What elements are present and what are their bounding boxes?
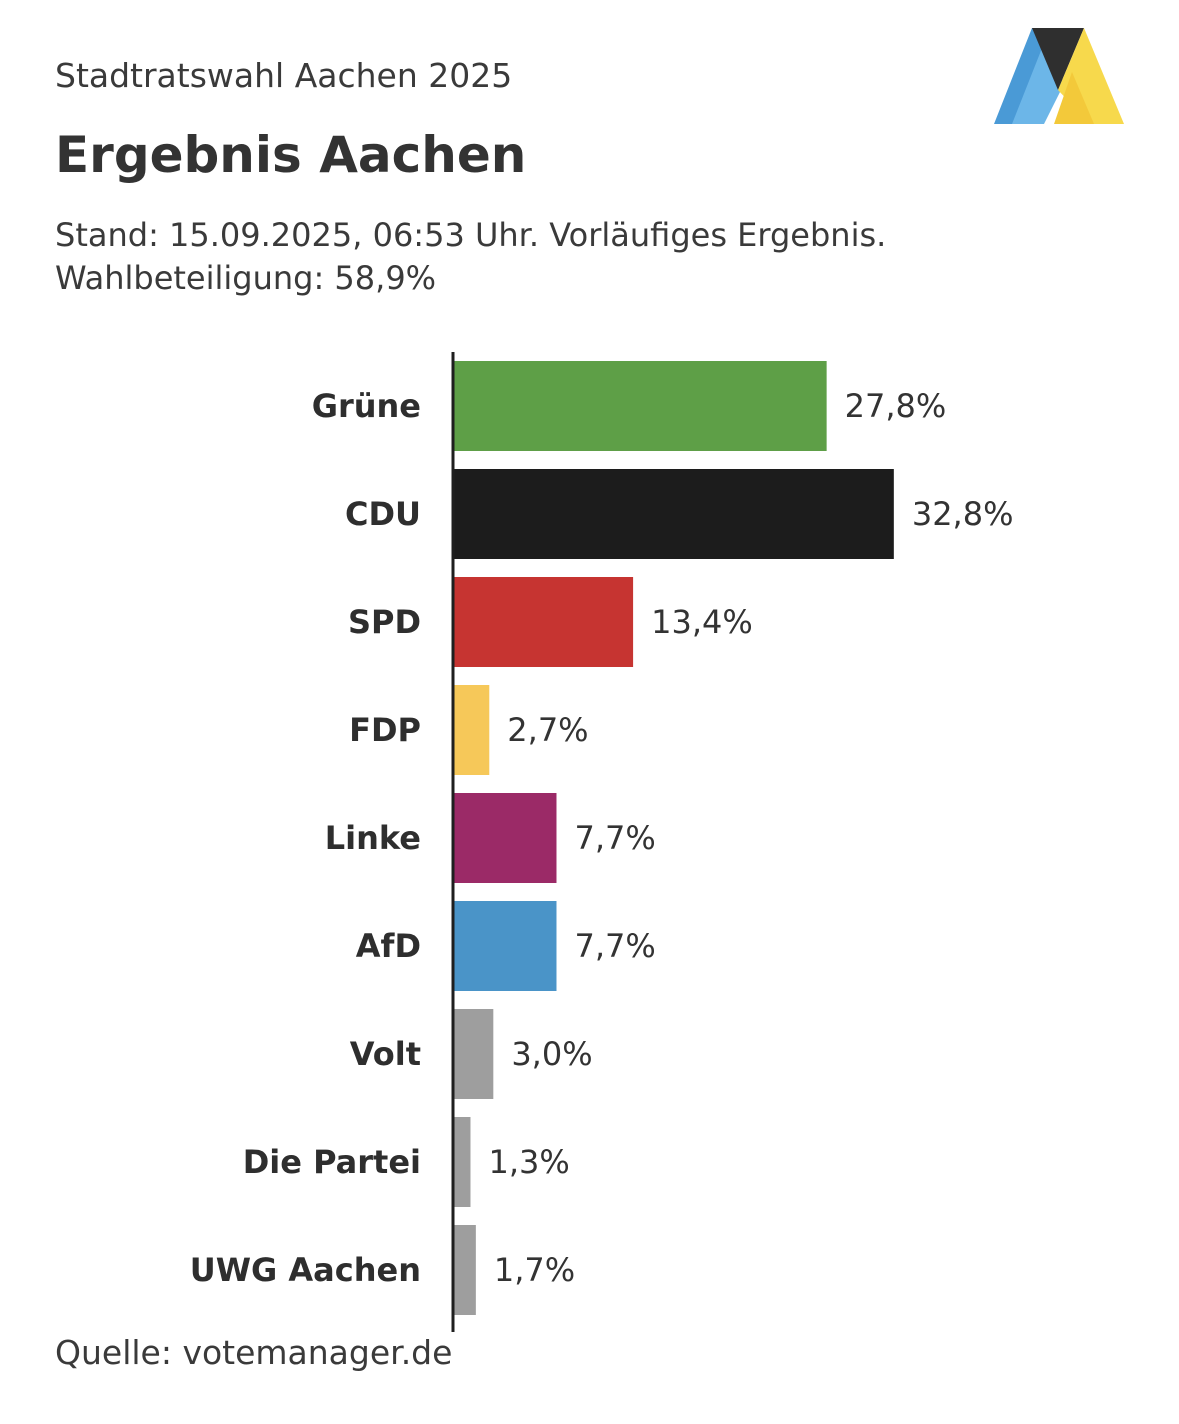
bar-fdp: [453, 685, 490, 775]
chart-kicker: Stadtratswahl Aachen 2025: [55, 56, 513, 95]
value-label-afd: 7,7%: [574, 927, 655, 965]
category-label-afd: AfD: [356, 927, 421, 965]
value-label-volt: 3,0%: [511, 1035, 592, 1073]
category-label-cdu: CDU: [345, 495, 421, 533]
category-label-volt: Volt: [350, 1035, 421, 1073]
category-label-linke: Linke: [325, 819, 421, 857]
chart-subtitle: Stand: 15.09.2025, 06:53 Uhr. Vorläufige…: [55, 214, 886, 300]
status-line: Stand: 15.09.2025, 06:53 Uhr. Vorläufige…: [55, 216, 887, 254]
category-label-uwg-aachen: UWG Aachen: [190, 1251, 421, 1289]
value-label-spd: 13,4%: [651, 603, 753, 641]
brand-logo-icon: [994, 28, 1124, 124]
chart-title: Ergebnis Aachen: [55, 126, 527, 184]
bar-afd: [453, 901, 557, 991]
bar-spd: [453, 577, 634, 667]
bar-gruene: [453, 361, 827, 451]
bar-die-partei: [453, 1117, 471, 1207]
bar-uwg-aachen: [453, 1225, 476, 1315]
category-label-die-partei: Die Partei: [243, 1143, 421, 1181]
category-label-spd: SPD: [348, 603, 421, 641]
bar-linke: [453, 793, 557, 883]
source-note: Quelle: votemanager.de: [55, 1333, 453, 1372]
value-label-cdu: 32,8%: [912, 495, 1014, 533]
bar-cdu: [453, 469, 894, 559]
turnout-line: Wahlbeteiligung: 58,9%: [55, 259, 437, 297]
bar-volt: [453, 1009, 494, 1099]
value-label-linke: 7,7%: [574, 819, 655, 857]
category-label-gruene: Grüne: [312, 387, 421, 425]
category-label-fdp: FDP: [349, 711, 421, 749]
value-label-die-partei: 1,3%: [488, 1143, 569, 1181]
value-label-fdp: 2,7%: [507, 711, 588, 749]
value-label-uwg-aachen: 1,7%: [494, 1251, 575, 1289]
value-label-gruene: 27,8%: [845, 387, 947, 425]
